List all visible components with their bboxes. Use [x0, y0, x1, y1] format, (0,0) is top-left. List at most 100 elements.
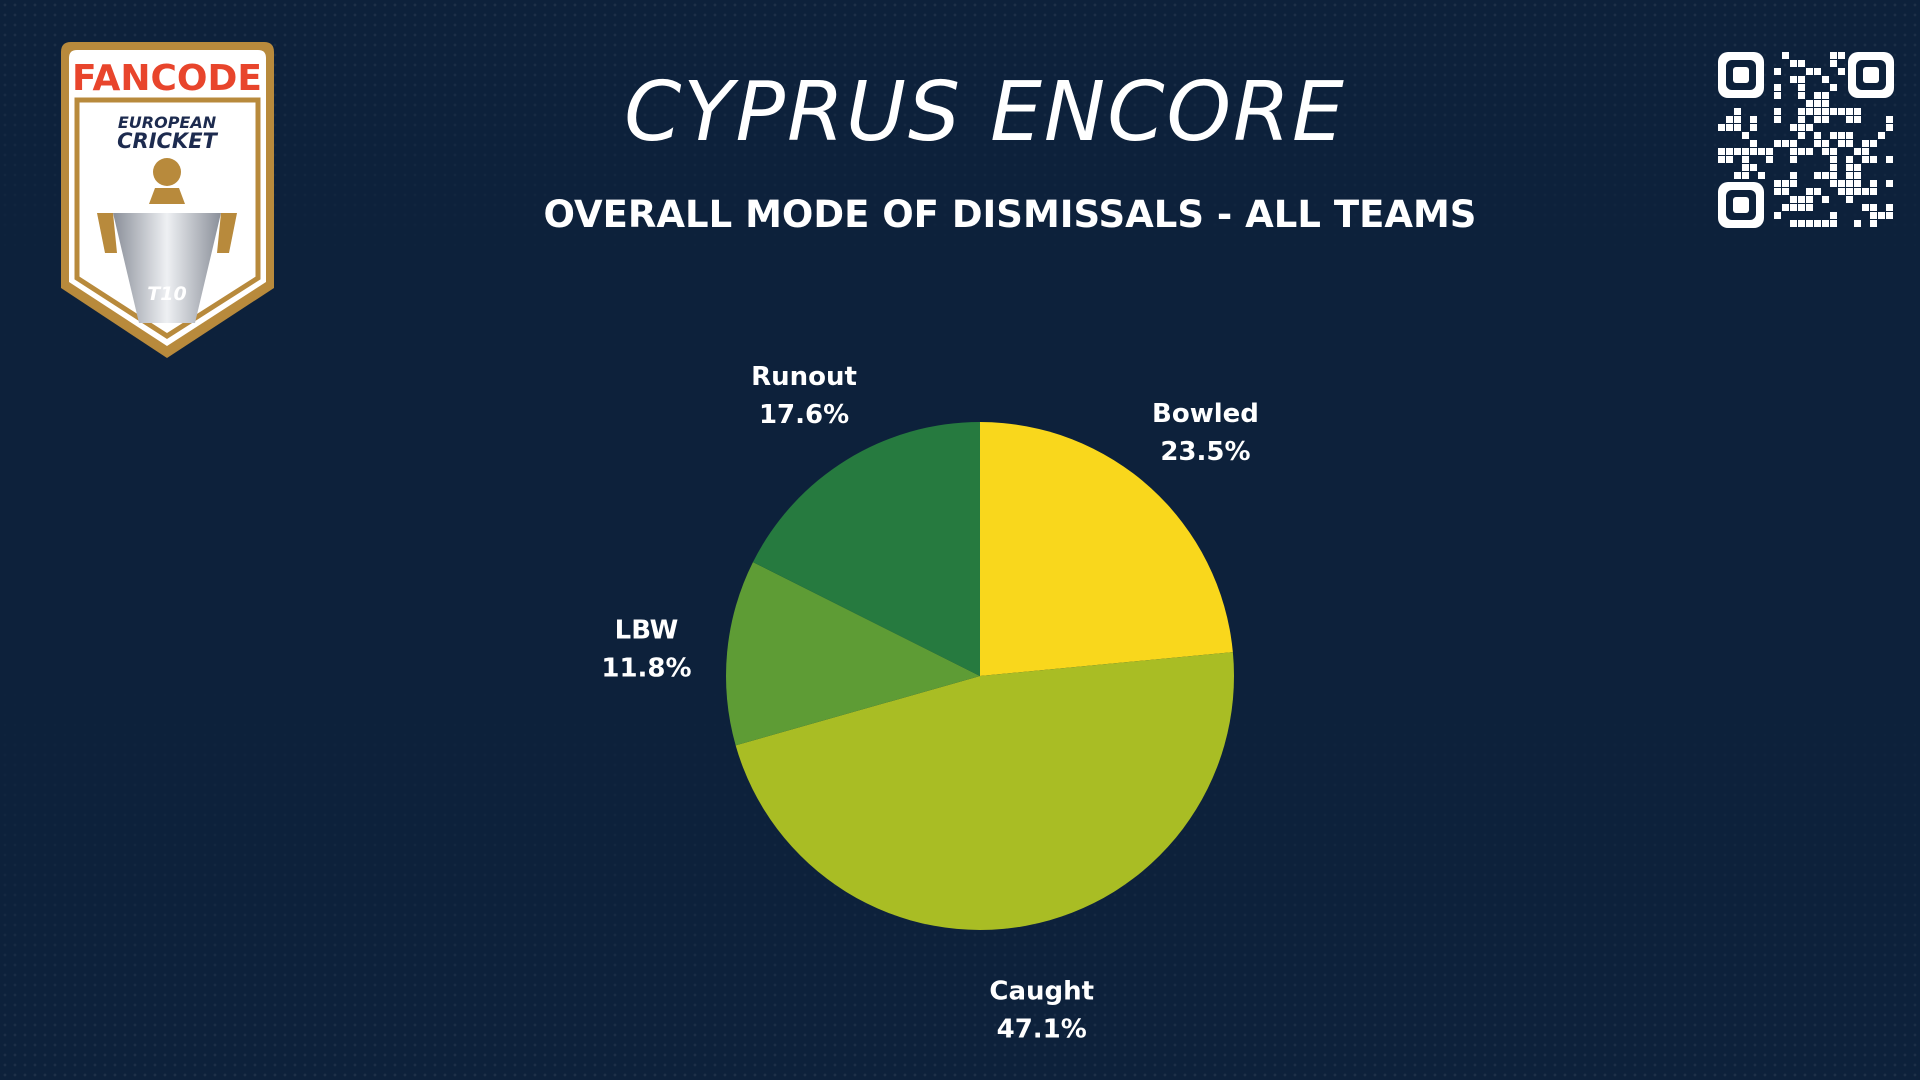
qr-module [1798, 116, 1805, 123]
qr-module [1758, 148, 1765, 155]
qr-module [1886, 156, 1893, 163]
qr-module [1726, 156, 1733, 163]
qr-module [1774, 180, 1781, 187]
qr-module [1838, 68, 1845, 75]
qr-module [1878, 132, 1885, 139]
qr-module [1822, 92, 1829, 99]
qr-module [1790, 156, 1797, 163]
qr-module [1838, 188, 1845, 195]
qr-module [1726, 124, 1733, 131]
qr-module [1750, 124, 1757, 131]
qr-module [1854, 188, 1861, 195]
qr-module [1830, 60, 1837, 67]
qr-module [1830, 108, 1837, 115]
qr-module [1790, 140, 1797, 147]
qr-module [1742, 132, 1749, 139]
qr-module [1718, 156, 1725, 163]
qr-module [1822, 220, 1829, 227]
qr-module [1886, 124, 1893, 131]
pie-value-lbw: 11.8% [601, 653, 691, 683]
qr-module [1782, 180, 1789, 187]
qr-module [1774, 108, 1781, 115]
fancode-european-cricket-t10-logo: FANCODE EUROPEAN CRICKET T10 [61, 42, 274, 358]
qr-module [1726, 116, 1733, 123]
qr-module [1838, 108, 1845, 115]
logo-format-text: T10 [147, 283, 186, 305]
qr-module [1718, 124, 1725, 131]
qr-module [1790, 60, 1797, 67]
qr-module [1830, 148, 1837, 155]
qr-module [1742, 172, 1749, 179]
qr-module [1806, 124, 1813, 131]
qr-module [1774, 84, 1781, 91]
qr-module [1846, 116, 1853, 123]
qr-module [1870, 156, 1877, 163]
qr-module [1862, 148, 1869, 155]
qr-module [1774, 140, 1781, 147]
pie-label-runout: Runout [751, 362, 857, 392]
qr-module [1798, 60, 1805, 67]
qr-module [1814, 220, 1821, 227]
qr-module [1798, 92, 1805, 99]
pie-value-caught: 47.1% [997, 1014, 1087, 1040]
chart-subtitle: OVERALL MODE OF DISMISSALS - ALL TEAMS [543, 193, 1477, 236]
qr-module [1854, 180, 1861, 187]
qr-module [1790, 180, 1797, 187]
pie-value-runout: 17.6% [759, 400, 849, 430]
qr-module [1854, 164, 1861, 171]
qr-module [1774, 116, 1781, 123]
qr-module [1814, 100, 1821, 107]
qr-module [1886, 180, 1893, 187]
qr-module [1846, 172, 1853, 179]
qr-module [1830, 180, 1837, 187]
qr-module [1870, 204, 1877, 211]
qr-module [1790, 220, 1797, 227]
qr-module [1782, 188, 1789, 195]
qr-module [1830, 164, 1837, 171]
qr-module [1798, 124, 1805, 131]
qr-module [1830, 52, 1837, 59]
qr-module [1830, 156, 1837, 163]
qr-module [1750, 116, 1757, 123]
qr-module [1862, 204, 1869, 211]
qr-module [1854, 148, 1861, 155]
qr-module [1878, 212, 1885, 219]
qr-module [1798, 108, 1805, 115]
qr-module [1822, 108, 1829, 115]
qr-module [1854, 172, 1861, 179]
qr-module [1886, 204, 1893, 211]
qr-module [1846, 196, 1853, 203]
qr-module [1846, 164, 1853, 171]
qr-module [1838, 52, 1845, 59]
page-title: CYPRUS ENCORE [624, 65, 1346, 160]
qr-module [1774, 68, 1781, 75]
qr-module [1870, 188, 1877, 195]
qr-module [1838, 140, 1845, 147]
pie-label-caught: Caught [989, 976, 1094, 1006]
qr-module [1814, 140, 1821, 147]
pie-label-lbw: LBW [615, 615, 679, 645]
qr-module [1846, 132, 1853, 139]
qr-module [1814, 116, 1821, 123]
qr-module [1862, 156, 1869, 163]
qr-module [1806, 68, 1813, 75]
qr-module [1870, 220, 1877, 227]
qr-module [1782, 52, 1789, 59]
qr-module [1742, 164, 1749, 171]
qr-module [1806, 204, 1813, 211]
qr-module [1822, 100, 1829, 107]
qr-module [1734, 124, 1741, 131]
qr-module [1806, 196, 1813, 203]
qr-module [1782, 204, 1789, 211]
qr-module [1854, 116, 1861, 123]
qr-module [1806, 108, 1813, 115]
qr-module [1798, 148, 1805, 155]
qr-module [1790, 76, 1797, 83]
pie-value-bowled: 23.5% [1160, 437, 1250, 467]
qr-module [1822, 196, 1829, 203]
qr-module [1862, 140, 1869, 147]
pie-label-bowled: Bowled [1152, 399, 1259, 429]
qr-module [1886, 116, 1893, 123]
qr-module [1822, 76, 1829, 83]
qr-module [1854, 108, 1861, 115]
